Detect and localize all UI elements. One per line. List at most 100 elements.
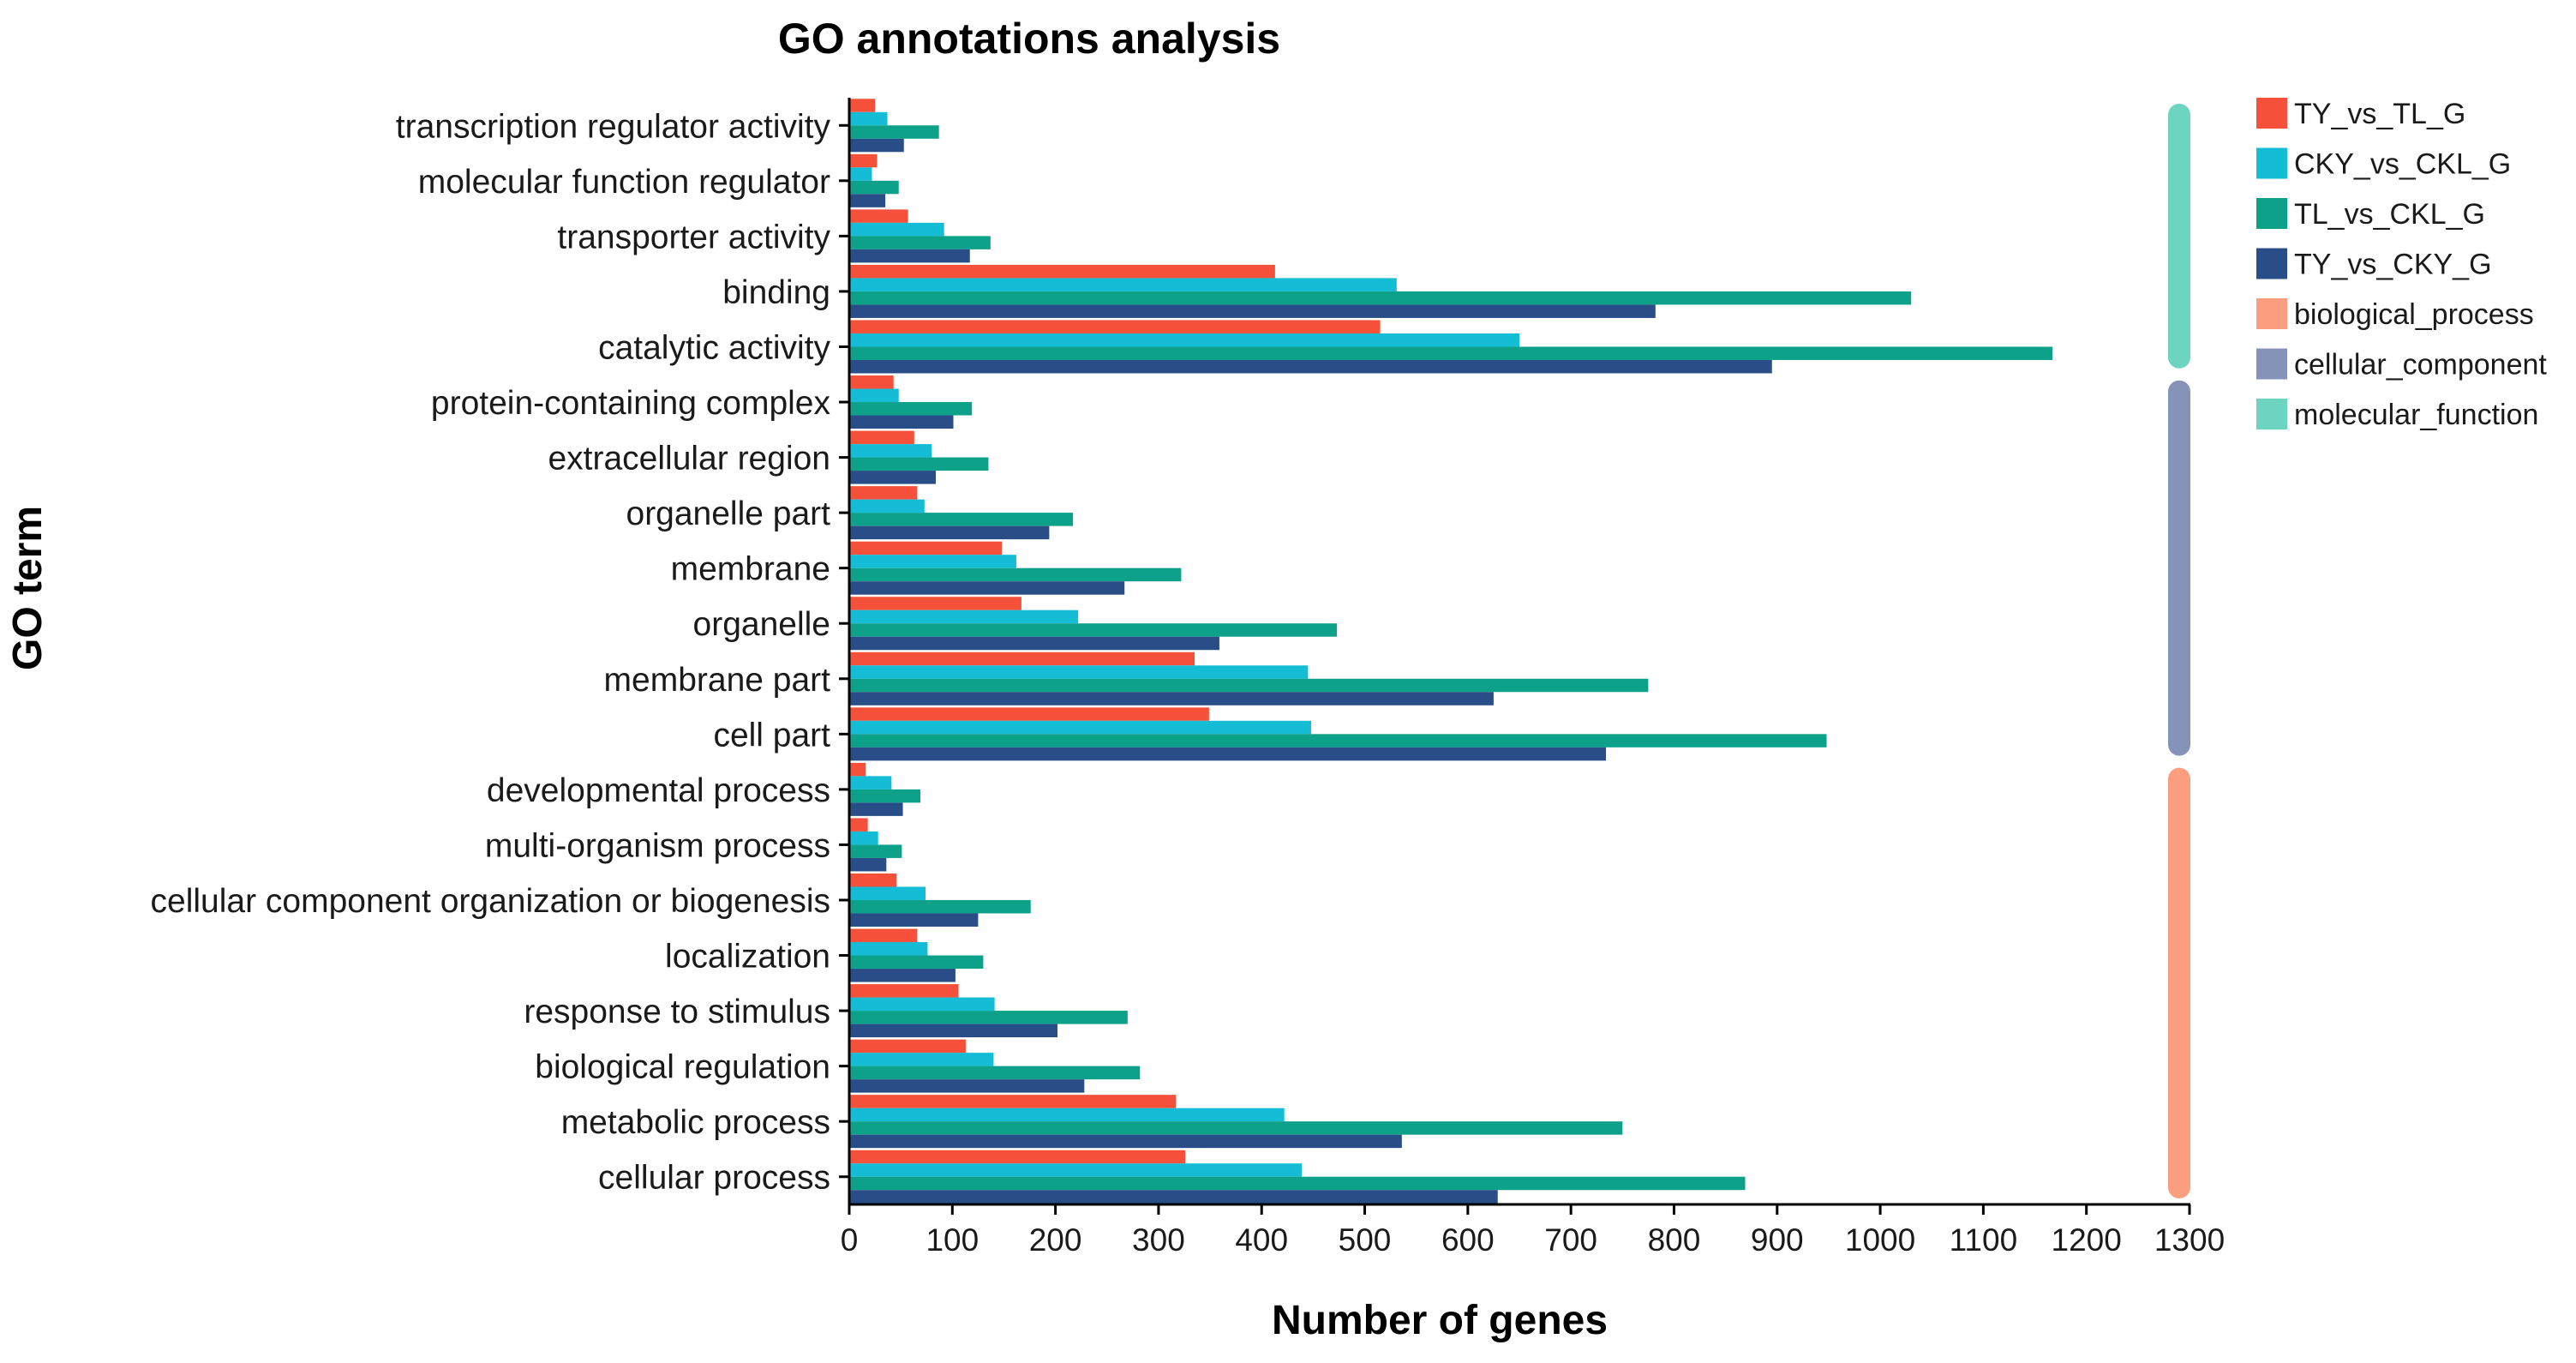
bar-TY_vs_TL_G-19 — [849, 1150, 1186, 1164]
bar-CKY_vs_CKL_G-13 — [849, 831, 878, 845]
bar-TY_vs_TL_G-7 — [849, 486, 918, 500]
bar-TY_vs_TL_G-12 — [849, 762, 866, 777]
bar-TY_vs_CKY_G-3 — [849, 304, 1656, 318]
bar-TL_vs_CKL_G-19 — [849, 1176, 1746, 1191]
category-group-bars — [2168, 104, 2190, 1198]
bar-TL_vs_CKL_G-10 — [849, 678, 1649, 693]
category-label: membrane — [671, 551, 830, 588]
bar-TY_vs_CKY_G-1 — [849, 194, 886, 207]
bar-TY_vs_CKY_G-2 — [849, 249, 970, 263]
bar-TY_vs_CKY_G-5 — [849, 415, 954, 429]
bar-CKY_vs_CKL_G-7 — [849, 499, 925, 513]
bar-TY_vs_TL_G-9 — [849, 597, 1021, 610]
category-label: molecular function regulator — [418, 164, 830, 201]
bar-TY_vs_TL_G-15 — [849, 928, 918, 943]
bar-TL_vs_CKL_G-17 — [849, 1066, 1141, 1080]
bar-TL_vs_CKL_G-14 — [849, 899, 1031, 914]
category-label: cellular process — [598, 1160, 830, 1197]
bar-TY_vs_TL_G-3 — [849, 264, 1275, 279]
x-tick-label: 900 — [1751, 1222, 1804, 1258]
bar-CKY_vs_CKL_G-9 — [849, 609, 1079, 624]
bar-CKY_vs_CKL_G-17 — [849, 1053, 994, 1066]
bar-TL_vs_CKL_G-3 — [849, 291, 1912, 305]
bar-TY_vs_TL_G-4 — [849, 320, 1381, 333]
category-label: biological regulation — [535, 1049, 830, 1086]
legend-swatch-cellular_component — [2256, 348, 2287, 380]
bar-TY_vs_TL_G-18 — [849, 1095, 1177, 1108]
bar-TL_vs_CKL_G-1 — [849, 180, 899, 195]
legend-label-TY_vs_CKY_G: TY_vs_CKY_G — [2294, 249, 2492, 281]
bar-TY_vs_CKY_G-12 — [849, 802, 903, 816]
category-label: response to stimulus — [524, 994, 830, 1030]
bar-TY_vs_TL_G-14 — [849, 873, 897, 887]
bar-TY_vs_TL_G-17 — [849, 1039, 966, 1054]
bar-TY_vs_CKY_G-17 — [849, 1079, 1085, 1093]
category-label: localization — [665, 939, 830, 976]
bar-TY_vs_TL_G-0 — [849, 99, 876, 112]
bar-TL_vs_CKL_G-2 — [849, 236, 991, 249]
bar-TL_vs_CKL_G-9 — [849, 623, 1338, 637]
x-tick-label: 300 — [1132, 1222, 1185, 1258]
y-axis: transcription regulator activity molecula… — [151, 98, 851, 1206]
legend-swatch-TY_vs_CKY_G — [2256, 248, 2287, 279]
bar-CKY_vs_CKL_G-8 — [849, 555, 1016, 568]
bar-TY_vs_TL_G-6 — [849, 430, 914, 445]
category-label: cell part — [713, 717, 830, 754]
bar-TL_vs_CKL_G-18 — [849, 1121, 1623, 1135]
category-label: binding — [722, 274, 830, 311]
bar-TL_vs_CKL_G-8 — [849, 567, 1182, 582]
x-axis-title: Number of genes — [1272, 1298, 1608, 1343]
legend-label-TL_vs_CKL_G: TL_vs_CKL_G — [2294, 198, 2485, 231]
bar-CKY_vs_CKL_G-4 — [849, 333, 1519, 347]
legend-swatch-CKY_vs_CKL_G — [2256, 147, 2287, 179]
x-tick-label: 500 — [1339, 1222, 1392, 1258]
bar-TL_vs_CKL_G-7 — [849, 513, 1074, 526]
x-tick-label: 1100 — [1950, 1222, 2018, 1258]
bar-CKY_vs_CKL_G-15 — [849, 942, 928, 956]
bar-TL_vs_CKL_G-4 — [849, 346, 2052, 360]
bar-CKY_vs_CKL_G-11 — [849, 720, 1311, 735]
legend-swatch-TL_vs_CKL_G — [2256, 198, 2287, 229]
x-tick-label: 1200 — [2052, 1222, 2122, 1258]
bar-TL_vs_CKL_G-15 — [849, 955, 984, 970]
bar-CKY_vs_CKL_G-0 — [849, 111, 888, 126]
bar-TL_vs_CKL_G-0 — [849, 125, 939, 139]
bar-CKY_vs_CKL_G-16 — [849, 997, 995, 1012]
bar-TY_vs_TL_G-10 — [849, 651, 1195, 666]
category-label: cellular component organization or bioge… — [151, 883, 830, 920]
legend-label-cellular_component: cellular_component — [2294, 349, 2547, 381]
bar-CKY_vs_CKL_G-18 — [849, 1108, 1285, 1122]
bar-TL_vs_CKL_G-11 — [849, 734, 1827, 748]
group-bar-biological_process — [2168, 767, 2190, 1198]
bar-TY_vs_CKY_G-9 — [849, 636, 1219, 651]
x-tick-label: 200 — [1029, 1222, 1082, 1258]
bar-CKY_vs_CKL_G-12 — [849, 776, 892, 790]
bar-TL_vs_CKL_G-6 — [849, 457, 989, 471]
bar-TY_vs_TL_G-16 — [849, 984, 959, 998]
bar-TY_vs_TL_G-5 — [849, 375, 894, 389]
bar-CKY_vs_CKL_G-14 — [849, 886, 926, 900]
bar-TY_vs_CKY_G-8 — [849, 581, 1125, 595]
category-label: membrane part — [604, 662, 831, 699]
bars-layer — [849, 99, 2052, 1204]
bar-TY_vs_TL_G-1 — [849, 153, 878, 168]
legend-label-molecular_function: molecular_function — [2294, 399, 2538, 431]
chart-title: GO annotations analysis — [778, 15, 1280, 63]
legend-label-TY_vs_TL_G: TY_vs_TL_G — [2294, 98, 2465, 130]
bar-TY_vs_CKY_G-14 — [849, 913, 979, 927]
bar-CKY_vs_CKL_G-10 — [849, 665, 1309, 679]
bar-CKY_vs_CKL_G-6 — [849, 444, 932, 458]
bar-TY_vs_CKY_G-13 — [849, 857, 887, 872]
legend-label-biological_process: biological_process — [2294, 298, 2534, 331]
x-tick-label: 600 — [1441, 1222, 1495, 1258]
legend-swatch-TY_vs_TL_G — [2256, 98, 2287, 129]
category-label: developmental process — [487, 772, 830, 809]
bar-TY_vs_CKY_G-0 — [849, 138, 904, 153]
bar-CKY_vs_CKL_G-3 — [849, 278, 1397, 291]
x-tick-label: 1300 — [2154, 1222, 2225, 1258]
category-label: catalytic activity — [598, 329, 830, 366]
bar-TY_vs_CKY_G-10 — [849, 692, 1494, 706]
x-tick-label: 0 — [841, 1222, 859, 1258]
